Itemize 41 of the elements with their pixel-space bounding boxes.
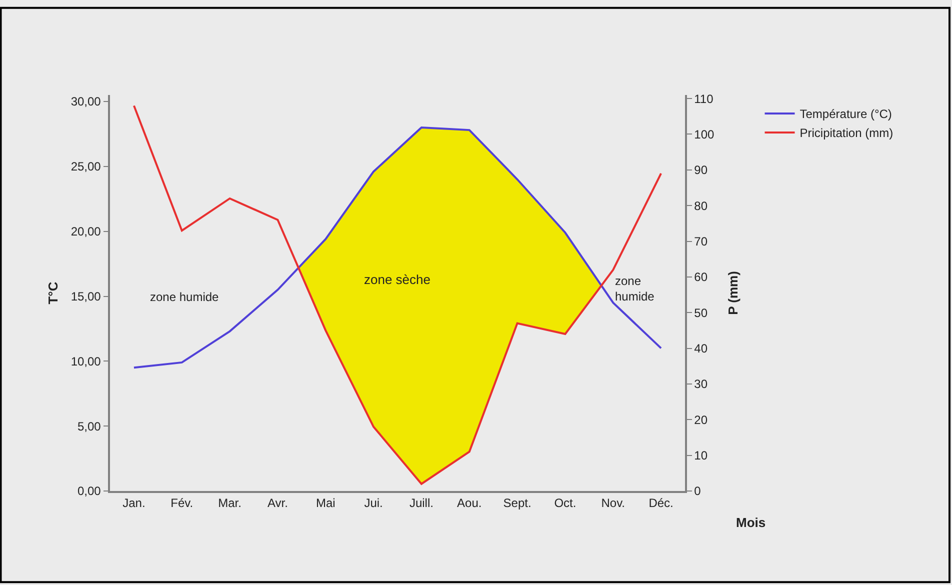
x-tick-label: Aou. bbox=[457, 496, 482, 510]
annotation: zone sèche bbox=[364, 272, 430, 287]
x-axis-title: Mois bbox=[736, 515, 766, 530]
legend-label: Température (°C) bbox=[800, 107, 892, 122]
y2-tick-label: 80 bbox=[694, 198, 708, 213]
annotation: zone humide bbox=[150, 290, 220, 304]
x-tick-label: Jui. bbox=[364, 496, 383, 510]
y2-tick-label: 20 bbox=[694, 412, 708, 427]
line-series bbox=[132, 126, 662, 369]
y2-tick-label: 40 bbox=[694, 342, 708, 356]
y2-tick-label: 100 bbox=[694, 127, 714, 142]
y2-tick-label: 0 bbox=[694, 484, 702, 498]
x-tick-label: Mai bbox=[316, 496, 336, 510]
y-axis-title: T°C bbox=[45, 281, 60, 304]
x-tick-label: Oct. bbox=[554, 496, 576, 510]
y2-tick-label: 70 bbox=[694, 234, 708, 248]
y2-tick-label: 110 bbox=[694, 92, 714, 106]
x-tick-label: Nov. bbox=[601, 496, 626, 510]
y2-tick-label: 90 bbox=[694, 163, 708, 178]
y-tick-label: 15,00 bbox=[70, 289, 102, 304]
y-tick-label: 30,00 bbox=[70, 94, 102, 109]
x-tick-label: Mar. bbox=[218, 496, 242, 510]
x-tick-label: Jan. bbox=[122, 496, 146, 510]
legend-label: Pricipitation (mm) bbox=[800, 126, 894, 140]
x-tick-label: Fév. bbox=[170, 496, 194, 510]
y-tick-label: 20,00 bbox=[70, 224, 102, 239]
line-series bbox=[132, 104, 662, 485]
y2-axis-title: P (mm) bbox=[726, 271, 741, 315]
y-tick-label: 0,00 bbox=[77, 484, 102, 498]
y2-tick-label: 50 bbox=[694, 306, 708, 320]
y-tick-label: 5,00 bbox=[77, 419, 102, 434]
annotation: zone humide bbox=[615, 274, 655, 304]
y-tick-label: 25,00 bbox=[70, 160, 102, 174]
y-tick-label: 10,00 bbox=[70, 354, 102, 368]
y2-tick-label: 10 bbox=[694, 448, 708, 463]
x-tick-label: Déc. bbox=[648, 496, 674, 510]
y2-tick-label: 60 bbox=[694, 270, 708, 284]
x-tick-label: Avr. bbox=[267, 496, 288, 510]
x-tick-label: Juill. bbox=[409, 496, 434, 510]
x-tick-label: Sept. bbox=[503, 496, 532, 510]
y2-tick-label: 30 bbox=[694, 377, 708, 392]
